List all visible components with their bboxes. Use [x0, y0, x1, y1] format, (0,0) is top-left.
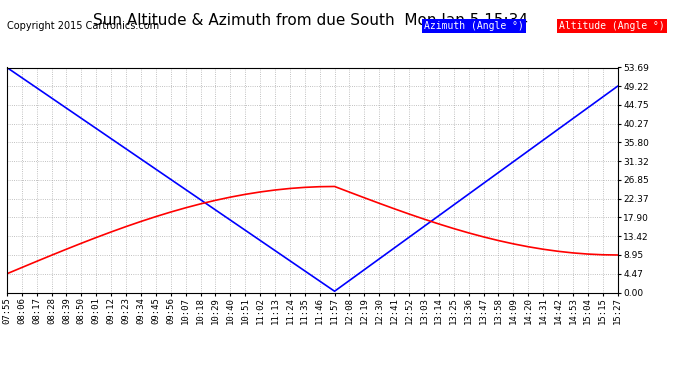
Text: Sun Altitude & Azimuth from due South  Mon Jan 5 15:34: Sun Altitude & Azimuth from due South Mo… [93, 13, 528, 28]
Text: Altitude (Angle °): Altitude (Angle °) [559, 21, 664, 31]
Text: Copyright 2015 Cartronics.com: Copyright 2015 Cartronics.com [7, 21, 159, 31]
Text: Azimuth (Angle °): Azimuth (Angle °) [424, 21, 524, 31]
